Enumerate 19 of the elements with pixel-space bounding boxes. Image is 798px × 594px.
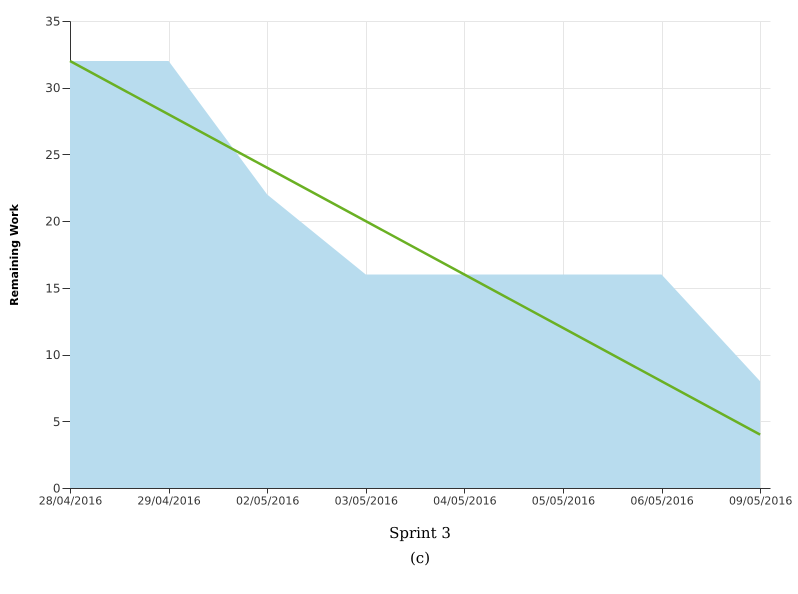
x-tick-label: 09/05/2016 <box>728 494 792 508</box>
text: (c) <box>410 549 430 567</box>
x-tick-label: 04/05/2016 <box>433 494 497 508</box>
x-tick-label: 02/05/2016 <box>236 494 300 508</box>
text: Sprint 3 <box>389 524 451 542</box>
y-tick-label: 25 <box>45 148 60 162</box>
y-tick-label: 5 <box>52 414 60 429</box>
y-tick-label: 0 <box>52 482 60 496</box>
x-tick-label: 28/04/2016 <box>38 494 102 508</box>
x-tick-label: 06/05/2016 <box>630 494 694 508</box>
x-tick-label: 03/05/2016 <box>334 494 398 508</box>
y-tick-label: 30 <box>45 81 60 96</box>
y-axis-title: Remaining Work <box>8 203 22 306</box>
y-tick-label: 35 <box>45 14 60 28</box>
y-tick-label: 10 <box>45 348 60 362</box>
y-tick-label: 20 <box>45 214 60 229</box>
y-tick-label: 15 <box>45 281 60 296</box>
x-tick-label: 05/05/2016 <box>532 494 596 508</box>
x-tick-label: 29/04/2016 <box>137 494 201 508</box>
